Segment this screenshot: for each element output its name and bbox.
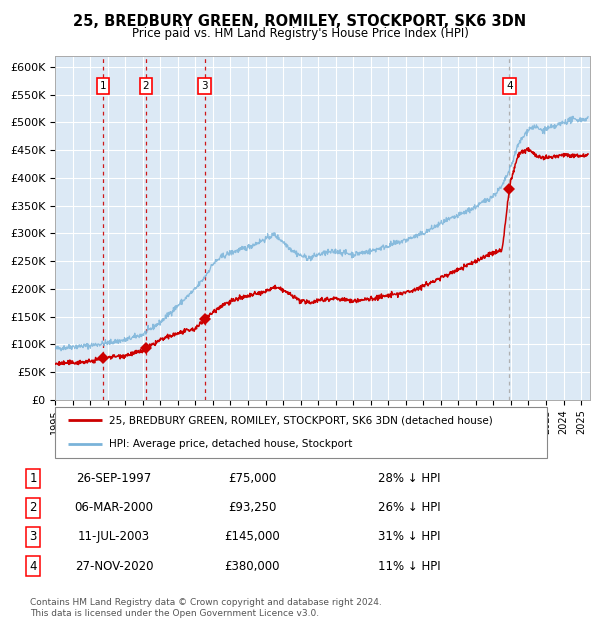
Text: 2: 2: [143, 81, 149, 91]
Text: HPI: Average price, detached house, Stockport: HPI: Average price, detached house, Stoc…: [109, 439, 353, 449]
Text: 2: 2: [29, 502, 37, 514]
Text: 31% ↓ HPI: 31% ↓ HPI: [378, 531, 440, 543]
Text: Price paid vs. HM Land Registry's House Price Index (HPI): Price paid vs. HM Land Registry's House …: [131, 27, 469, 40]
Text: 26% ↓ HPI: 26% ↓ HPI: [378, 502, 440, 514]
Text: 4: 4: [506, 81, 512, 91]
Text: 1: 1: [100, 81, 106, 91]
Text: 28% ↓ HPI: 28% ↓ HPI: [378, 472, 440, 485]
Text: 11% ↓ HPI: 11% ↓ HPI: [378, 560, 440, 572]
Text: £380,000: £380,000: [224, 560, 280, 572]
Text: £93,250: £93,250: [228, 502, 276, 514]
Text: 3: 3: [201, 81, 208, 91]
Text: 26-SEP-1997: 26-SEP-1997: [76, 472, 152, 485]
Text: £145,000: £145,000: [224, 531, 280, 543]
Text: 3: 3: [29, 531, 37, 543]
Text: £75,000: £75,000: [228, 472, 276, 485]
Text: 06-MAR-2000: 06-MAR-2000: [74, 502, 154, 514]
Text: Contains HM Land Registry data © Crown copyright and database right 2024.
This d: Contains HM Land Registry data © Crown c…: [30, 598, 382, 618]
Text: 25, BREDBURY GREEN, ROMILEY, STOCKPORT, SK6 3DN (detached house): 25, BREDBURY GREEN, ROMILEY, STOCKPORT, …: [109, 415, 493, 425]
Text: 27-NOV-2020: 27-NOV-2020: [75, 560, 153, 572]
Text: 4: 4: [29, 560, 37, 572]
Text: 11-JUL-2003: 11-JUL-2003: [78, 531, 150, 543]
Text: 1: 1: [29, 472, 37, 485]
Text: 25, BREDBURY GREEN, ROMILEY, STOCKPORT, SK6 3DN: 25, BREDBURY GREEN, ROMILEY, STOCKPORT, …: [73, 14, 527, 29]
